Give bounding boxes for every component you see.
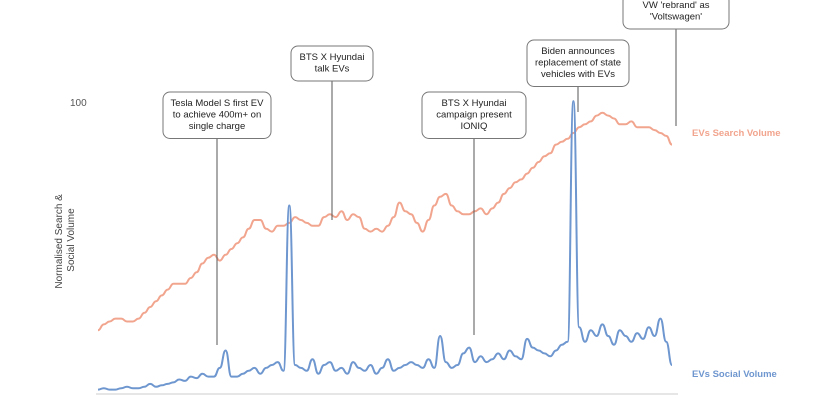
annotation-box [622, 0, 730, 30]
annotation-text: BTS X Hyundai [442, 98, 507, 109]
annotation-text: to achieve 400m+ on [173, 110, 261, 121]
y-axis-label: Normalised Search & Social Volume [54, 191, 77, 288]
annotation-text: campaign present [436, 110, 512, 121]
annotation-box [526, 39, 630, 87]
annotation-text: IONIQ [461, 121, 488, 132]
series-line-social [97, 100, 673, 391]
series-label-social: EVs Social Volume [692, 369, 777, 380]
annotation-text: BTS X Hyundai [300, 52, 365, 63]
y-tick-label: 100 [70, 98, 87, 109]
annotation-box [290, 45, 374, 82]
annotation-box [162, 91, 272, 139]
annotation-text: Biden announces [541, 46, 615, 57]
annotation-text: talk EVs [315, 64, 350, 75]
annotation-text: VW 'rebrand' as [643, 0, 710, 11]
series-line-search [97, 111, 673, 332]
annotation-text: replacement of state [535, 58, 621, 69]
annotation-5: VW 'rebrand' as'Voltswagen' [622, 0, 730, 126]
series-label-search: EVs Search Volume [692, 128, 781, 139]
annotation-text: vehicles with EVs [541, 69, 615, 80]
series-lines [97, 100, 673, 391]
annotation-text: single charge [189, 121, 246, 132]
annotation-text: Tesla Model S first EV [171, 98, 265, 109]
annotation-box [421, 91, 527, 139]
annotation-text: 'Voltswagen' [650, 12, 702, 23]
